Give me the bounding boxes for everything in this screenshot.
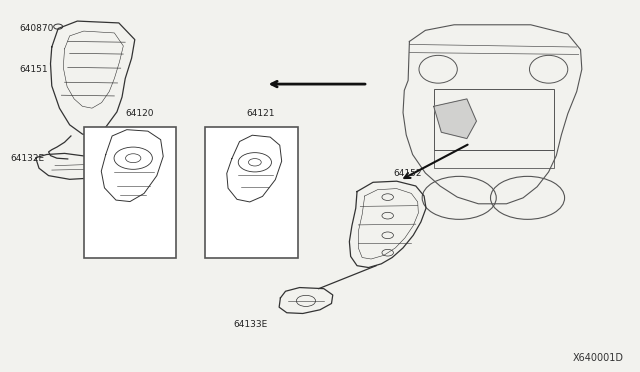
- Text: 64151: 64151: [20, 65, 49, 74]
- Text: 64152: 64152: [394, 169, 422, 177]
- Text: 64132E: 64132E: [10, 154, 44, 163]
- Bar: [84, 127, 176, 258]
- Polygon shape: [434, 99, 476, 138]
- Text: X640001D: X640001D: [572, 353, 623, 363]
- Text: 640870: 640870: [20, 24, 54, 33]
- Bar: [434, 150, 554, 168]
- Text: 64133E: 64133E: [234, 321, 268, 330]
- Bar: [205, 127, 298, 258]
- Text: 64121: 64121: [246, 109, 275, 118]
- Text: 64120: 64120: [125, 109, 154, 118]
- Bar: [434, 89, 554, 150]
